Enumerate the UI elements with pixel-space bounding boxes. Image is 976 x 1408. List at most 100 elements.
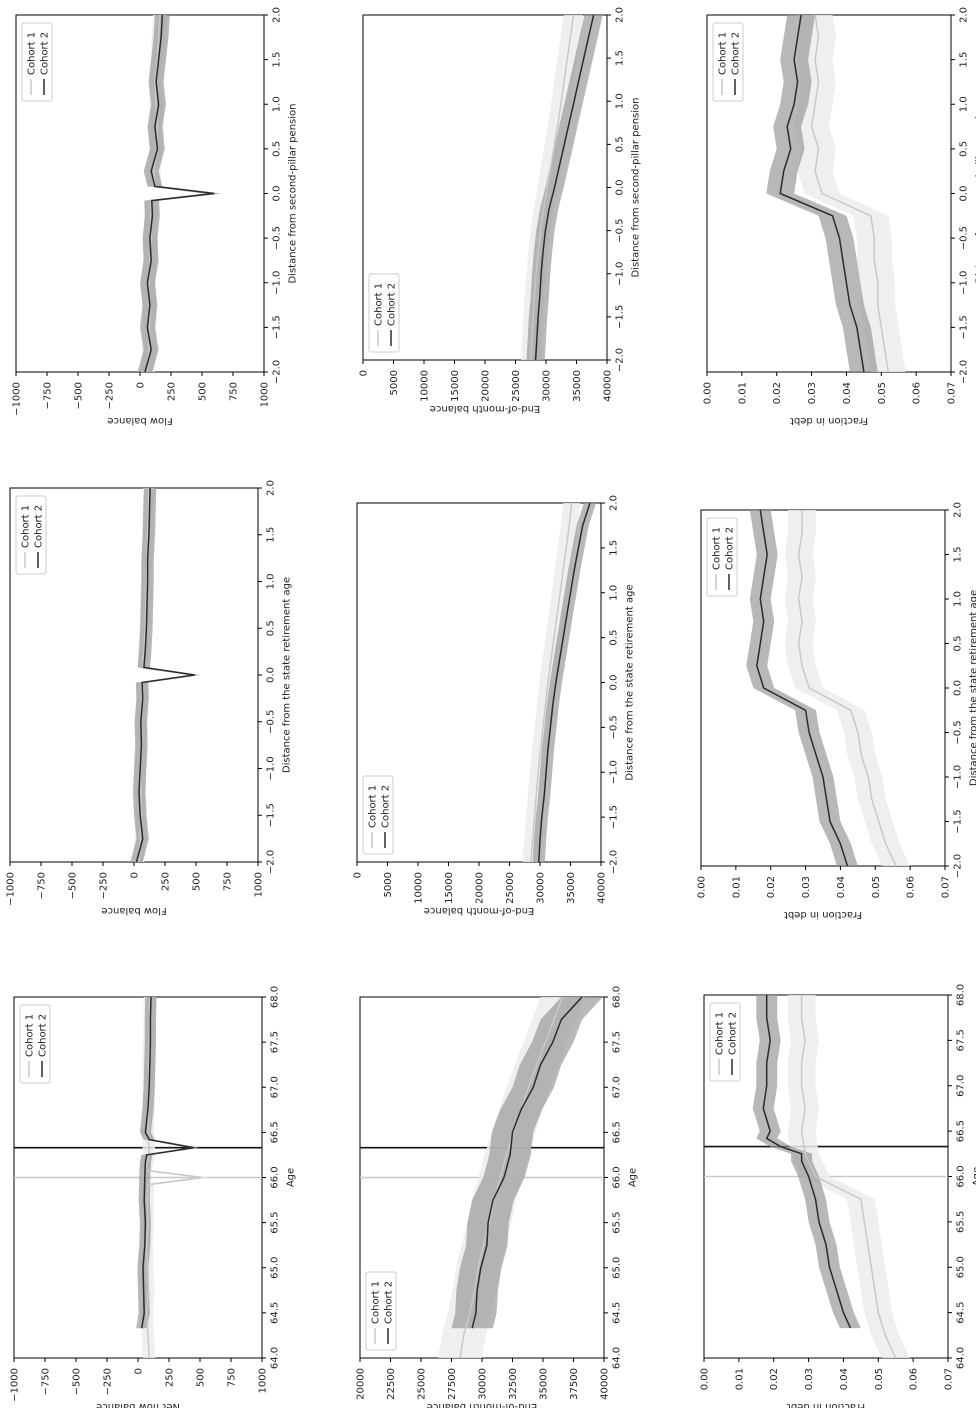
- x-tick-label: 68.0: [270, 986, 281, 1008]
- x-tick-label: 66.0: [956, 1165, 967, 1187]
- y-tick-label: 0.06: [906, 876, 917, 898]
- series-line-cohort-2: [471, 996, 583, 1329]
- x-tick-label: 2.0: [609, 495, 620, 511]
- legend-label-2: Cohort 2: [38, 1014, 49, 1057]
- x-tick-label: −0.5: [615, 218, 626, 242]
- x-tick-label: −1.5: [266, 803, 277, 827]
- x-tick-label: 2.0: [615, 7, 626, 23]
- x-axis-label: Distance from second-pillar pension: [631, 97, 642, 277]
- y-tick-label: 0.04: [842, 382, 853, 404]
- y-tick-label: 10000: [420, 370, 431, 402]
- y-tick-label: 35000: [566, 872, 577, 904]
- x-tick-label: 0.5: [266, 620, 277, 636]
- x-axis-label: Age: [972, 1167, 976, 1186]
- x-tick-label: −2.0: [615, 348, 626, 372]
- x-tick-label: 0.0: [959, 186, 970, 202]
- x-axis-label: Age: [628, 1168, 639, 1187]
- series-line-cohort-2: [144, 14, 215, 373]
- y-tick-label: 0.05: [877, 382, 888, 404]
- x-tick-label: −2.0: [953, 854, 964, 878]
- y-tick-label: 0.02: [766, 876, 777, 898]
- legend-label-1: Cohort 1: [374, 283, 385, 326]
- y-tick-label: 0: [134, 1368, 145, 1374]
- x-tick-label: −0.5: [953, 720, 964, 744]
- x-tick-label: −1.5: [615, 305, 626, 329]
- y-tick-label: −500: [68, 872, 79, 899]
- x-tick-label: 67.5: [270, 1031, 281, 1053]
- x-tick-label: −2.0: [959, 360, 970, 384]
- x-tick-label: 0.5: [272, 141, 283, 157]
- y-tick-label: 0: [136, 382, 147, 388]
- chart-age_flow: 64.0 64.5 65.0 65.5 66.0 66.5 67.0 67.5 68.0 1000…: [10, 986, 297, 1408]
- y-axis-label: Flow balance: [107, 415, 172, 426]
- x-tick-label: −0.5: [959, 226, 970, 250]
- x-tick-label: 65.0: [612, 1257, 623, 1279]
- y-tick-label: −750: [41, 1368, 52, 1395]
- y-tick-label: 250: [167, 382, 178, 401]
- legend: Cohort 1 Cohort 2: [19, 1004, 51, 1084]
- y-tick-label: 0.02: [769, 1368, 780, 1390]
- x-tick-label: 1.5: [272, 52, 283, 68]
- series-line-cohort-2: [135, 487, 195, 863]
- y-tick-label: 10000: [414, 872, 425, 904]
- x-tick-label: 67.0: [956, 1075, 967, 1097]
- y-tick-label: 500: [198, 382, 209, 401]
- x-tick-label: 0.5: [615, 136, 626, 152]
- legend: Cohort 1 Cohort 2: [712, 22, 744, 102]
- series-line-cohort-1: [810, 14, 890, 373]
- series-line-cohort-1: [797, 510, 897, 867]
- y-tick-label: 30000: [542, 370, 553, 402]
- y-tick-label: 0.07: [944, 1368, 955, 1390]
- y-tick-label: 40000: [600, 1368, 611, 1400]
- x-tick-label: 2.0: [266, 480, 277, 496]
- legend-label-2: Cohort 2: [731, 32, 742, 75]
- plot-frame: [15, 14, 265, 373]
- legend: Cohort 1 Cohort 2: [365, 1271, 397, 1351]
- x-tick-label: 1.0: [953, 591, 964, 607]
- y-tick-label: 5000: [389, 370, 400, 395]
- x-tick-label: 0.0: [272, 186, 283, 202]
- confidence-band-cohort-1: [787, 995, 910, 1358]
- x-axis-label: Distance from second-pillar pension: [975, 103, 976, 283]
- y-tick-label: 0.01: [731, 876, 742, 898]
- chart-age_balance: 64.0 64.5 65.0 65.5 66.0 66.5 67.0 67.5 68.0 4000…: [356, 986, 639, 1408]
- confidence-band-cohort-2: [526, 15, 603, 360]
- y-tick-label: 0.03: [804, 1368, 815, 1390]
- x-tick-label: −1.5: [272, 315, 283, 339]
- x-tick-label: 1.0: [615, 93, 626, 109]
- confidence-band-cohort-2: [746, 510, 858, 866]
- x-tick-label: −2.0: [266, 850, 277, 874]
- y-tick-label: 1000: [258, 1368, 269, 1393]
- legend-label-1: Cohort 1: [21, 505, 32, 548]
- x-axis-label: Distance from the state retirement age: [969, 590, 976, 786]
- x-tick-label: −1.0: [953, 765, 964, 789]
- y-tick-label: 250: [161, 872, 172, 891]
- y-tick-label: −750: [43, 382, 54, 409]
- legend-label-2: Cohort 2: [384, 1281, 395, 1324]
- y-tick-label: −500: [72, 1368, 83, 1395]
- x-tick-label: −0.5: [266, 710, 277, 734]
- y-tick-label: 0: [130, 872, 141, 878]
- x-tick-label: 1.5: [266, 527, 277, 543]
- y-tick-label: 20000: [481, 370, 492, 402]
- legend: Cohort 1 Cohort 2: [706, 517, 738, 597]
- y-tick-label: 30000: [478, 1368, 489, 1400]
- y-tick-label: 0.07: [947, 382, 958, 404]
- x-tick-label: 65.5: [270, 1211, 281, 1233]
- legend-label-2: Cohort 2: [728, 1012, 739, 1055]
- x-tick-label: 66.5: [270, 1121, 281, 1143]
- legend-label-2: Cohort 2: [387, 283, 398, 326]
- x-tick-label: 65.0: [956, 1256, 967, 1278]
- legend: Cohort 1 Cohort 2: [709, 1002, 741, 1082]
- x-tick-label: 2.0: [953, 502, 964, 518]
- confidence-band-cohort-1: [784, 510, 911, 866]
- y-tick-label: −750: [37, 872, 48, 899]
- x-tick-label: −1.5: [959, 315, 970, 339]
- legend-label-2: Cohort 2: [40, 32, 51, 75]
- legend: Cohort 1 Cohort 2: [15, 495, 47, 575]
- y-tick-label: 500: [192, 872, 203, 891]
- y-tick-label: 0.03: [801, 876, 812, 898]
- x-tick-label: 64.0: [956, 1347, 967, 1369]
- y-axis-label: Net flow balance: [96, 1401, 180, 1408]
- x-tick-label: 0.0: [615, 180, 626, 196]
